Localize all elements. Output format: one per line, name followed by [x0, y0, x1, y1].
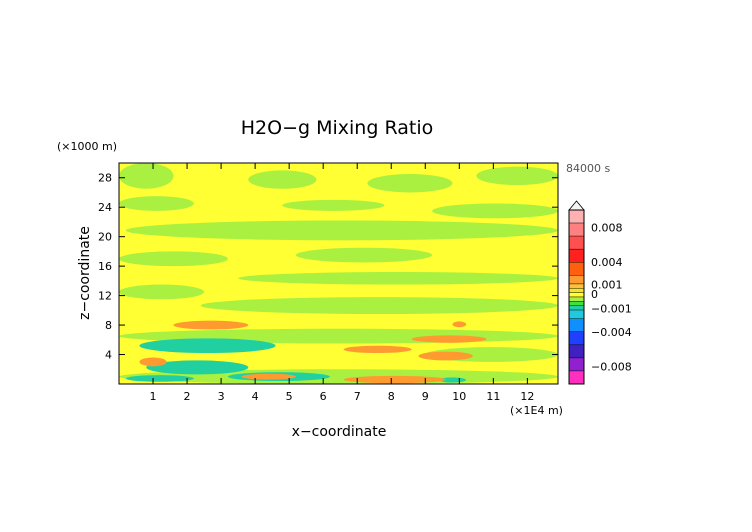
y-axis-label: z−coordinate [77, 226, 93, 320]
contour-region [343, 375, 446, 384]
contour-region [418, 351, 473, 361]
colorbar-tick-label: −0.001 [591, 303, 632, 316]
x-tick-label: 7 [354, 390, 361, 403]
colorbar-swatch [568, 248, 585, 263]
colorbar-tick-label: 0.004 [591, 256, 623, 269]
colorbar-swatch [568, 318, 585, 333]
colorbar-extend-arrow [568, 200, 585, 211]
contour-region [452, 321, 467, 328]
colorbar-swatch [568, 288, 585, 293]
colorbar-swatch [568, 222, 585, 237]
colorbar-swatch [568, 262, 585, 276]
y-tick-label: 28 [98, 172, 112, 185]
plot-frame [118, 162, 559, 385]
contour-region [173, 320, 249, 330]
contour-region [146, 360, 249, 375]
contour-region [238, 272, 558, 285]
x-tick-label: 3 [218, 390, 225, 403]
colorbar-swatch [568, 209, 585, 224]
contour-region [125, 375, 194, 382]
colorbar-swatch [568, 309, 585, 319]
x-tick-label: 11 [486, 390, 500, 403]
colorbar-swatch [568, 296, 585, 302]
colorbar-tick-label: 0.008 [591, 221, 623, 234]
x-tick-label: 12 [520, 390, 534, 403]
contour-region [282, 199, 385, 211]
colorbar-tick-label: −0.008 [591, 361, 632, 374]
x-axis-unit: (×1E4 m) [510, 404, 563, 417]
contour-region [119, 251, 228, 267]
colorbar-swatch [568, 344, 585, 359]
colorbar-swatch [568, 357, 585, 372]
time-label: 84000 s [566, 162, 610, 175]
contour-region [119, 163, 174, 189]
y-tick-label: 12 [98, 290, 112, 303]
contour-region [139, 338, 276, 354]
colorbar-swatch [568, 370, 585, 385]
x-tick-label: 4 [252, 390, 259, 403]
x-tick-label: 6 [320, 390, 327, 403]
y-tick-label: 4 [105, 349, 112, 362]
x-tick-label: 10 [452, 390, 466, 403]
contour-region [248, 170, 317, 189]
contour-region [125, 220, 558, 241]
colorbar-swatch [568, 292, 585, 298]
contour-region [200, 297, 558, 315]
colorbar-swatch [568, 275, 585, 285]
contour-region [241, 373, 296, 380]
y-tick-label: 16 [98, 260, 112, 273]
y-tick-label: 8 [105, 319, 112, 332]
y-tick-label: 20 [98, 231, 112, 244]
contour-region [119, 284, 205, 300]
x-tick-label: 8 [388, 390, 395, 403]
contour-region [476, 166, 558, 186]
x-axis-label: x−coordinate [292, 424, 387, 440]
colorbar-swatch [568, 235, 585, 250]
x-tick-label: 1 [150, 390, 157, 403]
y-tick-label: 24 [98, 201, 112, 214]
colorbar-tick-label: 0.001 [591, 278, 623, 291]
contour-region [411, 335, 487, 343]
x-tick-label: 2 [184, 390, 191, 403]
colorbar-swatch [568, 283, 585, 289]
contour-region [139, 357, 167, 367]
contour-region [432, 203, 558, 219]
x-tick-label: 5 [286, 390, 293, 403]
plot-area [118, 162, 559, 385]
contour-region [367, 174, 453, 193]
colorbar-swatch [568, 301, 585, 306]
colorbar-tick-label: −0.004 [591, 326, 632, 339]
contour-region [295, 247, 433, 263]
chart-title: H2O−g Mixing Ratio [241, 117, 433, 139]
colorbar-frame [568, 209, 585, 385]
colorbar-swatch [568, 331, 585, 346]
colorbar-swatch [568, 305, 585, 311]
x-tick-label: 9 [422, 390, 429, 403]
contour-region [343, 345, 412, 354]
colorbar-tick-label: 0 [591, 288, 598, 301]
contour-region [119, 196, 194, 211]
y-axis-unit: (×1000 m) [57, 140, 117, 153]
